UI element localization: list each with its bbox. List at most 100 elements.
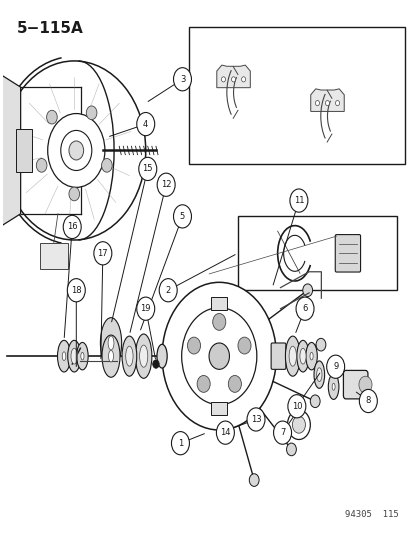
Text: 11: 11 xyxy=(293,196,304,205)
Bar xyxy=(237,216,396,290)
Circle shape xyxy=(289,189,307,212)
Ellipse shape xyxy=(328,374,338,399)
Ellipse shape xyxy=(62,352,66,360)
Circle shape xyxy=(295,297,313,320)
Circle shape xyxy=(292,416,305,433)
Circle shape xyxy=(287,394,305,418)
Circle shape xyxy=(231,77,235,82)
Bar xyxy=(188,27,404,164)
Ellipse shape xyxy=(285,336,299,376)
Ellipse shape xyxy=(288,346,296,366)
Circle shape xyxy=(136,297,154,320)
Text: 17: 17 xyxy=(97,249,108,258)
Circle shape xyxy=(335,101,339,106)
Ellipse shape xyxy=(305,342,316,370)
Ellipse shape xyxy=(135,334,152,378)
Circle shape xyxy=(286,443,296,456)
Text: 2: 2 xyxy=(165,286,171,295)
Text: 16: 16 xyxy=(67,222,77,231)
Text: 6: 6 xyxy=(301,304,307,313)
FancyBboxPatch shape xyxy=(40,243,68,269)
Ellipse shape xyxy=(299,348,305,364)
Circle shape xyxy=(47,110,57,124)
Ellipse shape xyxy=(47,114,104,188)
Text: 9: 9 xyxy=(332,362,337,371)
Ellipse shape xyxy=(102,335,120,377)
FancyBboxPatch shape xyxy=(16,130,32,172)
Circle shape xyxy=(136,112,154,136)
Text: 3: 3 xyxy=(179,75,185,84)
Ellipse shape xyxy=(296,341,309,372)
Ellipse shape xyxy=(57,341,70,372)
FancyBboxPatch shape xyxy=(211,402,227,415)
Text: 8: 8 xyxy=(365,397,370,406)
Circle shape xyxy=(69,141,83,160)
Ellipse shape xyxy=(71,348,77,364)
Text: 18: 18 xyxy=(71,286,81,295)
Polygon shape xyxy=(310,89,343,111)
Circle shape xyxy=(302,284,312,296)
Ellipse shape xyxy=(139,345,147,367)
Ellipse shape xyxy=(108,336,114,350)
Circle shape xyxy=(241,77,245,82)
Ellipse shape xyxy=(309,352,312,360)
Circle shape xyxy=(173,68,191,91)
Circle shape xyxy=(157,173,175,196)
Circle shape xyxy=(138,157,157,181)
Circle shape xyxy=(325,101,329,106)
Ellipse shape xyxy=(81,352,84,360)
Ellipse shape xyxy=(316,368,321,382)
Polygon shape xyxy=(216,65,250,88)
Circle shape xyxy=(221,77,225,82)
Circle shape xyxy=(310,395,319,408)
Circle shape xyxy=(273,421,291,444)
Text: 4: 4 xyxy=(143,119,148,128)
Circle shape xyxy=(63,215,81,239)
Circle shape xyxy=(171,432,189,455)
Ellipse shape xyxy=(313,361,324,389)
Ellipse shape xyxy=(126,346,133,366)
Text: 15: 15 xyxy=(142,164,153,173)
Circle shape xyxy=(287,410,310,440)
Text: 7: 7 xyxy=(279,428,285,437)
Ellipse shape xyxy=(122,336,136,376)
FancyBboxPatch shape xyxy=(271,343,285,369)
Circle shape xyxy=(36,158,47,172)
Circle shape xyxy=(358,376,371,393)
Ellipse shape xyxy=(108,350,113,362)
Ellipse shape xyxy=(68,341,81,372)
Polygon shape xyxy=(0,71,21,230)
Circle shape xyxy=(237,337,250,354)
Text: 5−115A: 5−115A xyxy=(17,21,83,36)
Circle shape xyxy=(315,338,325,351)
Circle shape xyxy=(197,375,210,392)
Ellipse shape xyxy=(76,342,88,370)
Text: 19: 19 xyxy=(140,304,151,313)
Ellipse shape xyxy=(100,318,121,368)
Text: 12: 12 xyxy=(161,180,171,189)
Circle shape xyxy=(61,131,92,171)
Circle shape xyxy=(161,282,276,430)
Circle shape xyxy=(101,158,112,172)
Circle shape xyxy=(69,187,79,201)
Circle shape xyxy=(212,313,225,330)
Text: 5: 5 xyxy=(179,212,185,221)
Circle shape xyxy=(181,308,256,405)
Circle shape xyxy=(67,279,85,302)
Circle shape xyxy=(315,101,319,106)
Ellipse shape xyxy=(157,344,167,368)
Text: 13: 13 xyxy=(250,415,261,424)
Text: 94305  115: 94305 115 xyxy=(344,510,398,519)
Circle shape xyxy=(247,408,264,431)
Circle shape xyxy=(94,241,112,265)
Circle shape xyxy=(228,375,241,392)
Circle shape xyxy=(152,360,159,368)
Circle shape xyxy=(326,355,344,378)
Circle shape xyxy=(249,474,259,487)
Text: 10: 10 xyxy=(291,402,301,411)
Text: 1: 1 xyxy=(178,439,183,448)
Circle shape xyxy=(358,390,376,413)
Ellipse shape xyxy=(331,383,334,390)
Text: 14: 14 xyxy=(220,428,230,437)
FancyBboxPatch shape xyxy=(335,235,360,272)
